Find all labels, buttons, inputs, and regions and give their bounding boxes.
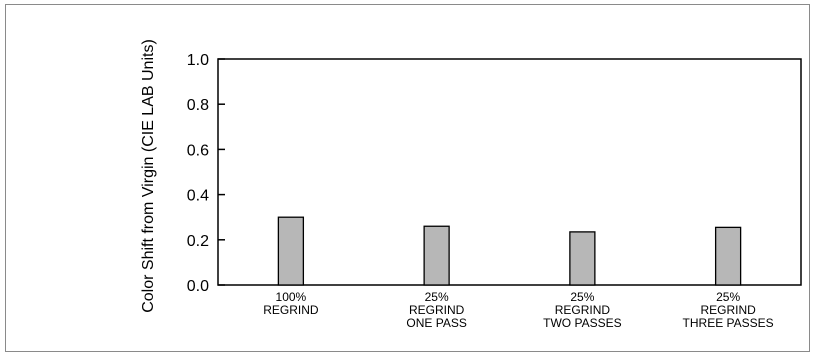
y-axis-title-group: Color Shift from Virgin (CIE LAB Units): [140, 39, 157, 313]
y-tick-label: 0.6: [187, 142, 209, 159]
x-category-label: REGRIND: [409, 303, 465, 317]
x-category-label: REGRIND: [263, 303, 319, 317]
y-tick-label: 1.0: [187, 52, 209, 69]
x-category-label: 25%: [425, 290, 449, 304]
bar: [714, 226, 742, 286]
y-tick-label: 0.8: [187, 97, 209, 114]
bar: [423, 225, 450, 286]
x-category-label: THREE PASSES: [683, 316, 774, 330]
plot-border: [217, 58, 802, 286]
chart-frame: [5, 4, 810, 352]
x-category-label: REGRIND: [555, 303, 611, 317]
x-category-label: 100%: [276, 290, 307, 304]
x-category-label: ONE PASS: [406, 316, 466, 330]
x-category-label: REGRIND: [700, 303, 756, 317]
bar: [277, 216, 305, 286]
y-axis-title: Color Shift from Virgin (CIE LAB Units): [140, 39, 157, 313]
x-category-label: 25%: [570, 290, 594, 304]
x-category-label: 25%: [716, 290, 740, 304]
x-category-label: TWO PASSES: [543, 316, 621, 330]
plot-area: 0.00.20.40.60.81.0100%REGRIND25%REGRINDO…: [187, 52, 802, 330]
bar: [569, 231, 596, 286]
y-tick-label: 0.2: [187, 233, 209, 250]
y-tick-label: 0.4: [187, 188, 209, 205]
y-tick-label: 0.0: [187, 278, 209, 295]
